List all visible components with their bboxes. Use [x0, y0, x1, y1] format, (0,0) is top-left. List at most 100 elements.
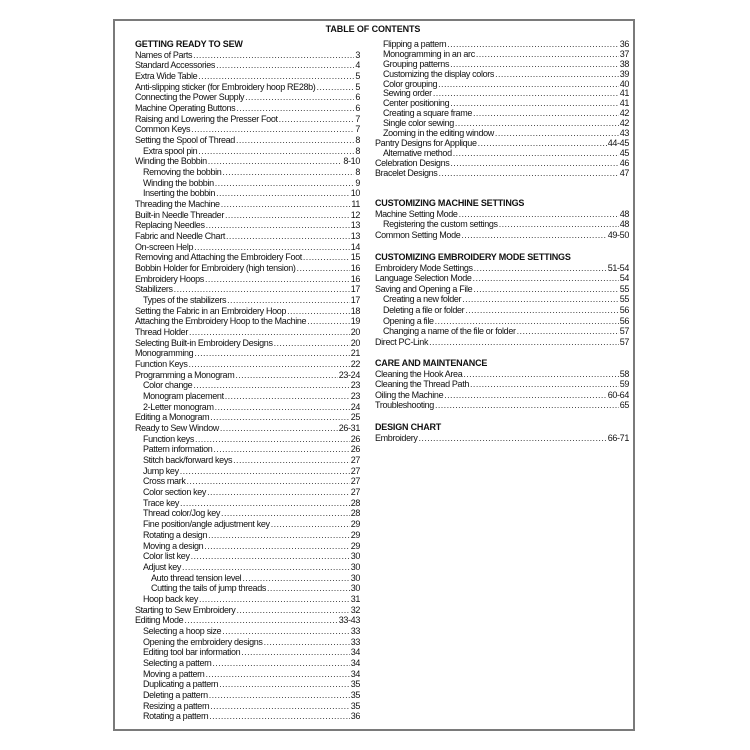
toc-entry[interactable]: Selecting Built-in Embroidery Designs 20	[135, 338, 360, 349]
toc-entry[interactable]: Cleaning the Thread Path 59	[375, 379, 629, 390]
toc-entry[interactable]: Creating a square frame 42	[375, 109, 629, 119]
toc-entry[interactable]: Programming a Monogram 23-24	[135, 370, 360, 381]
toc-entry[interactable]: Raising and Lowering the Presser Foot 7	[135, 114, 360, 125]
toc-entry[interactable]: Auto thread tension level 30	[135, 573, 360, 584]
toc-entry[interactable]: Common Setting Mode 49-50	[375, 230, 629, 241]
toc-entry[interactable]: Moving a design 29	[135, 541, 360, 552]
toc-entry[interactable]: Selecting a pattern 34	[135, 658, 360, 669]
toc-entry[interactable]: Color list key 30	[135, 551, 360, 562]
toc-entry[interactable]: Adjust key 30	[135, 562, 360, 573]
dot-leader	[444, 390, 606, 401]
toc-entry[interactable]: Thread Holder 20	[135, 327, 360, 338]
toc-entry[interactable]: Grouping patterns 38	[375, 60, 629, 70]
toc-entry[interactable]: Winding the bobbin 9	[135, 178, 360, 189]
toc-entry[interactable]: 2-Letter monogram 24	[135, 402, 360, 413]
toc-entry[interactable]: Cross mark 27	[135, 476, 360, 487]
toc-entry[interactable]: Editing tool bar information 34	[135, 647, 360, 658]
toc-entry[interactable]: Opening the embroidery designs 33	[135, 637, 360, 648]
toc-entry[interactable]: Alternative method 45	[375, 149, 629, 159]
toc-entry[interactable]: Setting the Fabric in an Embroidery Hoop…	[135, 306, 360, 317]
toc-entry[interactable]: Deleting a pattern 35	[135, 690, 360, 701]
toc-entry[interactable]: Extra spool pin 8	[135, 146, 360, 157]
section-heading: CUSTOMIZING EMBROIDERY MODE SETTINGS	[375, 252, 571, 262]
toc-entry[interactable]: Machine Operating Buttons 6	[135, 103, 360, 114]
toc-entry[interactable]: Standard Accessories 4	[135, 60, 360, 71]
toc-entry[interactable]: Bracelet Designs 47	[375, 169, 629, 179]
toc-entry[interactable]: Pantry Designs for Applique 44-45	[375, 139, 629, 149]
toc-entry[interactable]: Center positioning 41	[375, 99, 629, 109]
toc-entry[interactable]: Troubleshooting 65	[375, 400, 629, 411]
toc-entry[interactable]: Ready to Sew Window 26-31	[135, 423, 360, 434]
toc-entry[interactable]: Inserting the bobbin 10	[135, 188, 360, 199]
toc-entry[interactable]: Trace key 28	[135, 498, 360, 509]
toc-entry[interactable]: Registering the custom settings 48	[375, 219, 629, 230]
entry-title: Opening the embroidery designs	[143, 636, 263, 647]
toc-entry[interactable]: Single color sewing 42	[375, 119, 629, 129]
toc-entry[interactable]: Embroidery Mode Settings 51-54	[375, 263, 629, 274]
dot-leader	[474, 263, 607, 274]
toc-entry[interactable]: Common Keys 7	[135, 124, 360, 135]
toc-entry[interactable]: Language Selection Mode 54	[375, 273, 629, 284]
toc-entry[interactable]: Extra Wide Table 5	[135, 71, 360, 82]
toc-entry[interactable]: Stitch back/forward keys 27	[135, 455, 360, 466]
toc-entry[interactable]: Pattern information 26	[135, 444, 360, 455]
toc-entry[interactable]: Embroidery 66-71	[375, 433, 629, 444]
toc-entry[interactable]: Function keys 26	[135, 434, 360, 445]
toc-entry[interactable]: Celebration Designs 46	[375, 159, 629, 169]
toc-entry[interactable]: Starting to Sew Embroidery 32	[135, 605, 360, 616]
toc-entry[interactable]: Connecting the Power Supply 6	[135, 92, 360, 103]
toc-entry[interactable]: Built-in Needle Threader 12	[135, 210, 360, 221]
toc-entry[interactable]: Names of Parts 3	[135, 50, 360, 61]
toc-entry[interactable]: Saving and Opening a File 55	[375, 284, 629, 295]
toc-entry[interactable]: Fabric and Needle Chart 13	[135, 231, 360, 242]
toc-entry[interactable]: Color change 23	[135, 380, 360, 391]
toc-entry[interactable]: Editing Mode 33-43	[135, 615, 360, 626]
toc-entry[interactable]: Monogramming in an arc 37	[375, 50, 629, 60]
toc-entry[interactable]: Setting the Spool of Thread 8	[135, 135, 360, 146]
page-number: 45	[619, 148, 629, 158]
toc-entry[interactable]: Bobbin Holder for Embroidery (high tensi…	[135, 263, 360, 274]
toc-entry[interactable]: Replacing Needles 13	[135, 220, 360, 231]
toc-entry[interactable]: Color section key 27	[135, 487, 360, 498]
toc-entry[interactable]: Monogramming 21	[135, 348, 360, 359]
toc-entry[interactable]: Deleting a file or folder 56	[375, 305, 629, 316]
toc-entry[interactable]: Creating a new folder 55	[375, 294, 629, 305]
toc-entry[interactable]: Fine position/angle adjustment key 29	[135, 519, 360, 530]
toc-entry[interactable]: Attaching the Embroidery Hoop to the Mac…	[135, 316, 360, 327]
toc-entry[interactable]: Flipping a pattern 36	[375, 40, 629, 50]
toc-entry[interactable]: Hoop back key 31	[135, 594, 360, 605]
toc-entry[interactable]: Removing and Attaching the Embroidery Fo…	[135, 252, 360, 263]
toc-entry[interactable]: Stabilizers 17	[135, 284, 360, 295]
toc-entry[interactable]: Opening a file 56	[375, 316, 629, 327]
toc-entry[interactable]: Monogram placement 23	[135, 391, 360, 402]
toc-entry[interactable]: Embroidery Hoops 16	[135, 274, 360, 285]
toc-entry[interactable]: Editing a Monogram 25	[135, 412, 360, 423]
dot-leader	[221, 508, 350, 519]
entry-title: Setting the Fabric in an Embroidery Hoop	[135, 305, 287, 316]
toc-entry[interactable]: Rotating a design 29	[135, 530, 360, 541]
toc-entry[interactable]: Types of the stabilizers 17	[135, 295, 360, 306]
toc-entry[interactable]: Cutting the tails of jump threads 30	[135, 583, 360, 594]
toc-entry[interactable]: Zooming in the editing window 43	[375, 129, 629, 139]
toc-entry[interactable]: Jump key 27	[135, 466, 360, 477]
toc-entry[interactable]: Winding the Bobbin 8-10	[135, 156, 360, 167]
toc-entry[interactable]: Removing the bobbin 8	[135, 167, 360, 178]
toc-entry[interactable]: Changing a name of the file or folder 57	[375, 326, 629, 337]
toc-entry[interactable]: Rotating a pattern 36	[135, 711, 360, 722]
toc-entry[interactable]: Selecting a hoop size 33	[135, 626, 360, 637]
toc-entry[interactable]: Machine Setting Mode 48	[375, 209, 629, 220]
toc-entry[interactable]: Direct PC-Link 57	[375, 337, 629, 348]
toc-entry[interactable]: Oiling the Machine 60-64	[375, 390, 629, 401]
toc-entry[interactable]: Sewing order 41	[375, 89, 629, 99]
toc-entry[interactable]: Thread color/Jog key 28	[135, 508, 360, 519]
toc-entry[interactable]: On-screen Help 14	[135, 242, 360, 253]
toc-entry[interactable]: Function Keys 22	[135, 359, 360, 370]
toc-entry[interactable]: Color grouping 40	[375, 80, 629, 90]
toc-entry[interactable]: Cleaning the Hook Area 58	[375, 369, 629, 380]
toc-entry[interactable]: Duplicating a pattern 35	[135, 679, 360, 690]
toc-entry[interactable]: Resizing a pattern 35	[135, 701, 360, 712]
toc-entry[interactable]: Moving a pattern 34	[135, 669, 360, 680]
toc-entry[interactable]: Anti-slipping sticker (for Embroidery ho…	[135, 82, 360, 93]
toc-entry[interactable]: Customizing the display colors 39	[375, 70, 629, 80]
toc-entry[interactable]: Threading the Machine 11	[135, 199, 360, 210]
